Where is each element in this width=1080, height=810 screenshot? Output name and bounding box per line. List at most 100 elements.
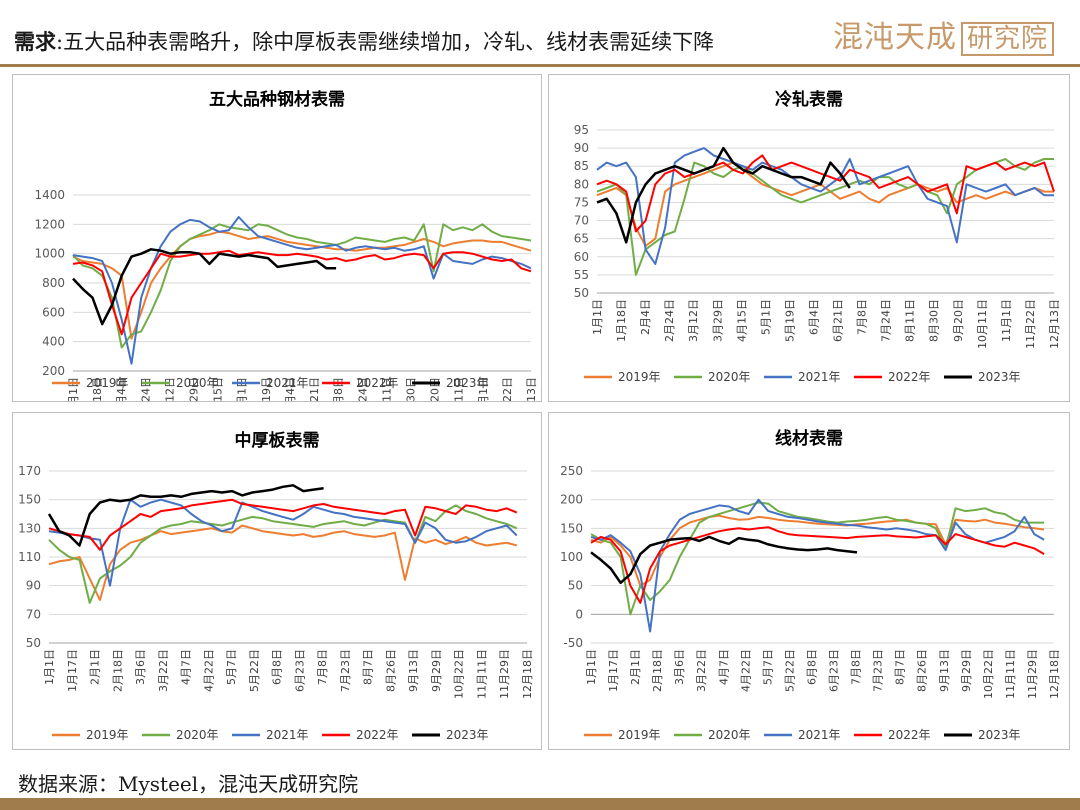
x-tick-label: 3月22日 [695,649,708,692]
x-tick-label: 4月7日 [717,649,730,685]
x-tick-label: 10月11日 [976,299,989,349]
series-line-2022年 [72,249,532,336]
y-tick-label: 55 [574,268,589,282]
x-tick-label: 7月8日 [850,649,863,685]
series-line-2022年 [590,526,1045,604]
series-line-2019年 [72,230,532,340]
x-tick-label: 7月23日 [872,649,885,692]
chart-panel-cold-rolled: 冷轧表需 50 55 60 65 70 75 80 85 90 95 1月1日 1月18日 2月4日 2月2… [548,74,1070,402]
x-tick-label: 5月7日 [761,649,774,685]
x-tick-label: 1月1日 [591,299,604,335]
chart-title: 冷轧表需 [775,89,843,110]
legend-label: 2023年 [446,728,489,742]
x-tick-label: 1月1日 [585,649,598,685]
series-line-2020年 [72,223,532,349]
legend-label: 2021年 [266,376,309,390]
y-tick-label: 100 [560,550,583,564]
x-tick-label: 3月12日 [163,377,176,401]
legend-label: 2023年 [446,376,489,390]
series-line-2021年 [72,216,532,365]
legend-label: 2019年 [618,370,661,384]
y-tick-label: 65 [574,232,589,246]
chart-panel-plate: 中厚板表需 50 70 90 110 130 150 170 1月1日 1月17日 2月1日 2月18… [12,412,542,750]
x-tick-label: 9月29日 [430,649,443,692]
y-tick-label: 50 [574,286,589,300]
x-tick-label: 11月22日 [501,377,514,401]
legend-label: 2019年 [86,376,129,390]
x-tick-label: 7月8日 [856,299,869,335]
x-tick-label: 6月8日 [271,649,284,685]
x-tick-label: 5月1日 [236,377,249,401]
headline-label: 需求 [14,29,56,54]
x-tick-label: 8月26日 [916,649,929,692]
x-tick-label: 9月29日 [960,649,973,692]
x-tick-label: 12月13日 [525,377,538,401]
x-tick-label: 5月19日 [260,377,273,401]
chart-panel-wire: 线材表需 -50 0 50 100 150 200 250 1月1日 1月17日 2月1日 2月18日… [548,412,1070,750]
x-tick-label: 3月29日 [188,377,201,401]
x-tick-label: 9月13日 [938,649,951,692]
x-tick-label: 2月4日 [115,377,128,401]
chart-title: 五大品种钢材表需 [209,89,345,110]
x-tick-label: 8月26日 [384,649,397,692]
x-tick-label: 11月1日 [477,377,490,401]
chart-title: 中厚板表需 [235,430,320,451]
data-source: 数据来源：Mysteel，混沌天成研究院 [18,772,359,796]
series-line-2019年 [48,524,518,601]
y-tick-label: 90 [26,579,41,593]
x-tick-label: 3月6日 [673,649,686,685]
series-line-2023年 [47,484,324,547]
x-tick-label: 6月23日 [293,649,306,692]
x-tick-label: 4月15日 [212,377,225,401]
x-tick-label: 1月17日 [66,649,79,692]
x-tick-label: 7月8日 [332,377,345,401]
series-line-2023年 [72,248,337,326]
legend-label: 2019年 [618,728,661,742]
legend-label: 2020年 [708,370,751,384]
y-tick-label: 60 [574,250,589,264]
y-tick-label: 70 [574,214,589,228]
x-tick-label: 1月18日 [91,377,104,401]
y-tick-label: 50 [568,579,583,593]
x-tick-label: 7月24日 [880,299,893,342]
y-tick-label: 130 [18,521,41,535]
y-tick-label: 1400 [34,188,65,202]
y-tick-label: 200 [560,493,583,507]
headline: 需求:五大品种表需略升，除中厚板表需继续增加，冷轧、线材表需延续下降 [14,26,714,56]
x-tick-label: 8月30日 [404,377,417,401]
x-tick-label: 2月24日 [139,377,152,401]
chart-wire: 线材表需 -50 0 50 100 150 200 250 1月1日 1月17日 2月1日 2月18日… [560,428,1061,742]
x-tick-label: 10月22日 [453,649,466,699]
chart-plate: 中厚板表需 50 70 90 110 130 150 170 1月1日 1月17日 2月1日 2月18… [18,430,534,742]
x-tick-label: 8月30日 [928,299,941,342]
x-tick-label: 1月1日 [67,377,80,401]
x-tick-label: 4月22日 [202,649,215,692]
y-tick-label: 75 [574,195,589,209]
legend-label: 2020年 [176,728,219,742]
x-tick-label: 11月11日 [475,649,488,699]
y-tick-label: 1200 [34,217,65,231]
y-tick-label: 150 [18,493,41,507]
x-tick-label: 11月11日 [1004,649,1017,699]
x-tick-label: 11月29日 [498,649,511,699]
y-tick-label: 400 [42,335,65,349]
series-line-2020年 [48,504,518,604]
y-tick-label: 50 [26,636,41,650]
chart-title: 线材表需 [775,428,843,449]
x-tick-label: 12月18日 [521,649,534,699]
x-tick-label: 12月13日 [1048,299,1061,349]
x-tick-label: 3月29日 [711,299,724,342]
legend-label: 2021年 [266,728,309,742]
x-tick-label: 12月18日 [1048,649,1061,699]
x-tick-label: 5月22日 [248,649,261,692]
legend-label: 2019年 [86,728,129,742]
x-tick-label: 7月8日 [316,649,329,685]
series-line-2021年 [596,147,1054,265]
x-tick-label: 1月17日 [607,649,620,692]
header: 需求:五大品种表需略升，除中厚板表需继续增加，冷轧、线材表需延续下降 混沌天成研… [0,0,1080,64]
y-tick-label: 200 [42,364,65,378]
x-tick-label: 6月8日 [805,649,818,685]
legend-label: 2022年 [888,728,931,742]
series-line-2019年 [590,514,1045,587]
x-tick-label: 5月1日 [759,299,772,335]
